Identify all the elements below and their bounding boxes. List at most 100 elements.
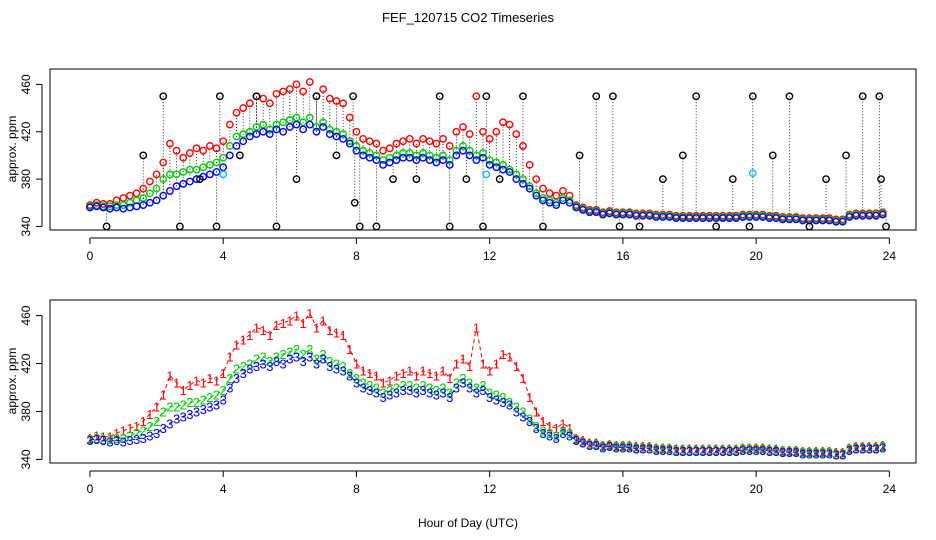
- outlier-point: [768, 151, 777, 160]
- series-2-marker: 2: [306, 342, 313, 357]
- series-2-marker: 2: [293, 342, 300, 357]
- series-2-marker: 2: [200, 392, 207, 407]
- series-1-point: [126, 191, 134, 200]
- series-3-point: [352, 146, 361, 155]
- series-2-marker: 2: [379, 385, 386, 400]
- series-2-point: [352, 142, 361, 150]
- series-2-point: [152, 184, 161, 193]
- series-2-point: [392, 151, 401, 160]
- series-1-marker: 1: [326, 323, 333, 338]
- series-1-marker: 1: [133, 419, 140, 434]
- series-3-marker: 3: [126, 433, 133, 448]
- series-1-point: [199, 146, 208, 155]
- series-2-marker: 2: [666, 442, 673, 457]
- series-2-point: [319, 118, 328, 127]
- series-2-marker: 2: [353, 371, 360, 386]
- series-1-marker: 1: [792, 443, 799, 458]
- outlier-point: [235, 151, 244, 160]
- series-1-marker: 1: [633, 439, 640, 454]
- series-3-marker: 3: [466, 380, 473, 395]
- series-3-point: [425, 156, 434, 165]
- series-1-marker: 1: [339, 328, 346, 343]
- series-1-point: [565, 191, 574, 200]
- series-3-point: [179, 179, 188, 188]
- top-x-tick-label: 12: [483, 249, 497, 263]
- series-2-marker: 2: [826, 445, 833, 460]
- outlier-point: [877, 175, 885, 183]
- outlier-point: [745, 222, 754, 231]
- series-3-point: [279, 127, 288, 136]
- series-3-marker: 3: [679, 444, 686, 459]
- series-2-point: [245, 127, 254, 136]
- series-2-marker: 2: [346, 366, 353, 381]
- series-1-marker: 1: [266, 328, 273, 343]
- series-3-marker: 3: [553, 431, 560, 446]
- series-1-marker: 1: [519, 371, 526, 386]
- series-3-point: [459, 146, 467, 155]
- series-1-point: [292, 80, 301, 89]
- series-1-marker: 1: [766, 442, 773, 457]
- series-2-marker: 2: [566, 426, 573, 441]
- series-2-marker: 2: [719, 443, 726, 458]
- series-4-point: [219, 170, 228, 179]
- series-3-marker: 3: [433, 388, 440, 403]
- series-1-point: [385, 144, 394, 153]
- bottom-series-lines: [89, 312, 883, 456]
- series-2-marker: 2: [459, 371, 466, 386]
- series-3-marker: 3: [879, 440, 886, 455]
- series-2-point: [179, 168, 188, 176]
- series-2-point: [385, 153, 394, 162]
- series-2-marker: 2: [779, 444, 786, 459]
- series-3-marker: 3: [253, 359, 260, 374]
- outlier-point: [712, 222, 721, 231]
- series-3-point: [325, 130, 334, 139]
- series-2-marker: 2: [93, 431, 100, 446]
- series-3-point: [412, 156, 421, 165]
- series-2-point: [499, 160, 507, 169]
- outlier-point: [355, 222, 364, 231]
- series-2-point: [259, 120, 268, 129]
- series-1-marker: 1: [499, 347, 506, 362]
- series-3-marker: 3: [586, 438, 593, 453]
- series-3-marker: 3: [832, 448, 839, 463]
- series-1-marker: 1: [826, 444, 833, 459]
- series-3-point: [252, 130, 261, 139]
- series-1-marker: 1: [812, 444, 819, 459]
- series-3-marker: 3: [733, 444, 740, 459]
- series-3-point: [485, 160, 494, 169]
- series-2-marker: 2: [832, 446, 839, 461]
- series-3-marker: 3: [513, 404, 520, 419]
- series-1-point: [219, 137, 228, 146]
- series-2-marker: 2: [639, 440, 646, 455]
- bottom-y-tick-label: 340: [19, 449, 33, 469]
- series-1-point: [185, 149, 194, 157]
- series-1-marker: 1: [200, 376, 207, 391]
- series-2-marker: 2: [333, 357, 340, 372]
- series-3-marker: 3: [300, 354, 307, 369]
- series-2-marker: 2: [753, 442, 760, 457]
- series-3-marker: 3: [153, 426, 160, 441]
- series-1-point: [379, 146, 387, 155]
- series-2-marker: 2: [613, 439, 620, 454]
- series-2-marker: 2: [426, 380, 433, 395]
- series-2-marker: 2: [852, 440, 859, 455]
- series-3-point: [439, 156, 447, 165]
- series-3-point: [878, 210, 887, 219]
- series-2-marker: 2: [686, 443, 693, 458]
- series-3-marker: 3: [160, 421, 167, 436]
- series-1-point: [259, 94, 268, 103]
- series-3-point: [265, 130, 274, 139]
- series-3-point: [359, 151, 367, 160]
- series-3-marker: 3: [812, 446, 819, 461]
- series-2-point: [405, 149, 414, 157]
- series-1-marker: 1: [413, 369, 420, 384]
- series-2-marker: 2: [206, 390, 213, 405]
- top-y-axis-label: approx. ppm: [5, 116, 19, 183]
- series-3-marker: 3: [326, 359, 333, 374]
- series-1-point: [172, 146, 181, 155]
- series-1-point: [519, 142, 527, 150]
- series-1-marker: 1: [160, 388, 167, 403]
- series-1-marker: 1: [93, 428, 100, 443]
- series-3-marker: 3: [686, 444, 693, 459]
- series-1-point: [352, 127, 361, 136]
